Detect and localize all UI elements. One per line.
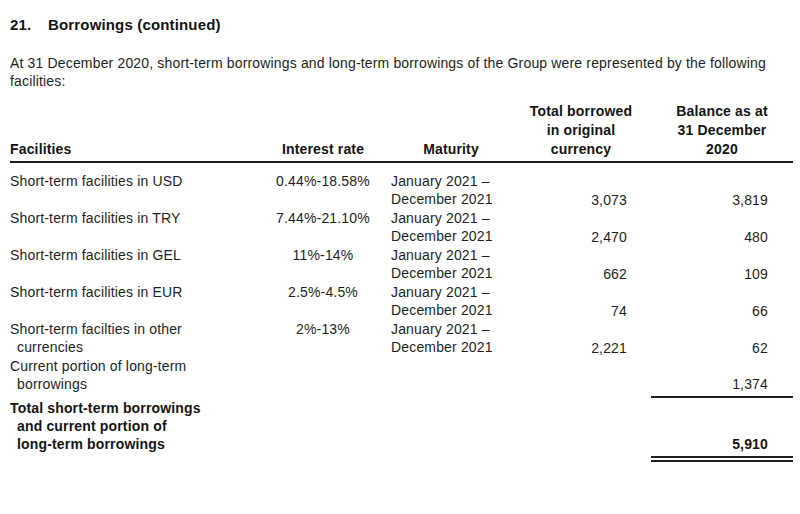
current-portion-label-line2: borrowings (10, 375, 265, 393)
current-portion-row: Current portion of long-term borrowings … (10, 357, 793, 398)
col-header-balance: Balance as at 31 December 2020 (651, 102, 793, 159)
document-page: 21.Borrowings (continued) At 31 December… (0, 0, 800, 514)
total-balance: 5,910 (651, 435, 793, 453)
maturity-line1: January 2021 – (391, 283, 511, 301)
borrowed-amount: 662 (511, 265, 651, 283)
maturity-line1: January 2021 – (391, 320, 511, 338)
facility-name: Short-term facilties in other (10, 320, 265, 338)
table-row: Short-term facilities in GEL 11%-14% Jan… (10, 246, 793, 283)
table-row: Short-term facilities in TRY 7.44%-21.10… (10, 209, 793, 246)
interest-rate: 0.44%-18.58% (265, 172, 381, 190)
maturity-line2: December 2021 (391, 338, 511, 356)
col-header-total-borrowed: Total borrowed in original currency (511, 102, 651, 159)
balance-amount: 3,819 (651, 191, 793, 209)
maturity-line2: December 2021 (391, 190, 511, 208)
col-header-facilities: Facilities (10, 140, 265, 159)
borrowed-amount: 74 (511, 302, 651, 320)
interest-rate: 2.5%-4.5% (265, 283, 381, 301)
facility-name: Short-term facilities in USD (10, 172, 265, 190)
borrowed-amount: 2,470 (511, 228, 651, 246)
col-header-interest-rate: Interest rate (265, 140, 381, 159)
col-header-maturity: Maturity (381, 140, 511, 159)
balance-amount: 62 (651, 339, 793, 357)
borrowings-table: Facilities Interest rate Maturity Total … (10, 102, 793, 462)
table-row: Short-term facilities in USD 0.44%-18.58… (10, 172, 793, 209)
total-row: Total short-term borrowings and current … (10, 399, 793, 462)
table-body: Short-term facilities in USD 0.44%-18.58… (10, 163, 793, 462)
table-row: Short-term facilities in EUR 2.5%-4.5% J… (10, 283, 793, 320)
maturity-line2: December 2021 (391, 227, 511, 245)
maturity-line2: December 2021 (391, 301, 511, 319)
maturity-line1: January 2021 – (391, 246, 511, 264)
total-double-rule (651, 456, 793, 462)
interest-rate: 11%-14% (265, 246, 381, 264)
section-title: Borrowings (continued) (48, 16, 221, 33)
section-number: 21. (10, 16, 48, 33)
table-row: Short-term facilties in other currencies… (10, 320, 793, 357)
facility-name: Short-term facilities in GEL (10, 246, 265, 264)
facility-name: Short-term facilities in EUR (10, 283, 265, 301)
total-label-line2: and current portion of (10, 417, 265, 435)
maturity-line2: December 2021 (391, 264, 511, 282)
current-portion-label-line1: Current portion of long-term (10, 357, 265, 375)
current-portion-balance: 1,374 (651, 375, 793, 393)
facility-name: Short-term facilities in TRY (10, 209, 265, 227)
subtotal-rule (651, 396, 793, 398)
total-label-line3: long-term borrowings (10, 435, 265, 453)
intro-paragraph: At 31 December 2020, short-term borrowin… (10, 54, 794, 90)
table-header-row: Facilities Interest rate Maturity Total … (10, 102, 793, 163)
section-heading: 21.Borrowings (continued) (10, 16, 793, 33)
maturity-line1: January 2021 – (391, 172, 511, 190)
borrowed-amount: 2,221 (511, 339, 651, 357)
maturity-line1: January 2021 – (391, 209, 511, 227)
balance-amount: 480 (651, 228, 793, 246)
interest-rate: 2%-13% (265, 320, 381, 338)
balance-amount: 109 (651, 265, 793, 283)
facility-name-line2: currencies (10, 338, 265, 356)
balance-amount: 66 (651, 302, 793, 320)
total-label-line1: Total short-term borrowings (10, 399, 265, 417)
borrowed-amount: 3,073 (511, 191, 651, 209)
interest-rate: 7.44%-21.10% (265, 209, 381, 227)
